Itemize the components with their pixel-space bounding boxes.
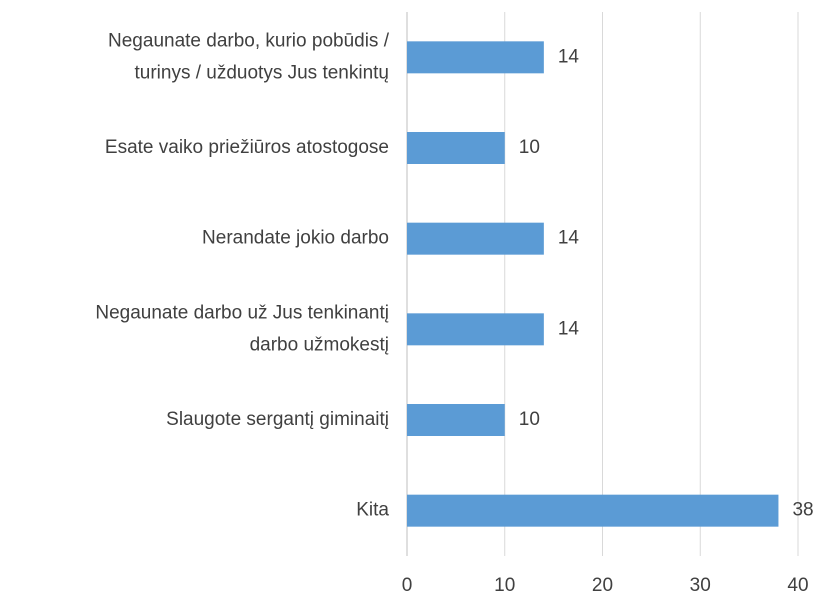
bar	[407, 132, 505, 164]
data-label: 14	[558, 46, 580, 67]
data-label: 14	[558, 318, 580, 339]
y-tick-label: Negaunate darbo už Jus tenkinantį	[95, 302, 389, 323]
x-tick-label: 0	[402, 575, 413, 596]
data-label: 38	[792, 500, 813, 521]
y-tick-label: turinys / užduotys Jus tenkintų	[134, 62, 389, 83]
bar	[407, 494, 779, 527]
data-label: 10	[519, 409, 540, 430]
x-tick-label: 30	[690, 575, 711, 596]
y-tick-label: Negaunate darbo, kurio pobūdis /	[108, 30, 390, 51]
y-tick-label: Nerandate jokio darbo	[202, 228, 389, 249]
bar	[407, 404, 505, 436]
bar	[407, 222, 544, 255]
y-tick-label: Slaugote sergantį giminaitį	[166, 409, 389, 430]
data-label: 14	[558, 228, 580, 249]
bar	[407, 41, 544, 74]
data-label: 10	[519, 137, 540, 158]
y-tick-label: darbo užmokestį	[250, 334, 389, 355]
bar	[407, 313, 544, 346]
x-tick-label: 40	[787, 575, 808, 596]
y-tick-label: Esate vaiko priežiūros atostogose	[105, 137, 389, 158]
x-tick-label: 10	[494, 575, 515, 596]
x-tick-label: 20	[592, 575, 613, 596]
y-tick-label: Kita	[356, 500, 389, 521]
